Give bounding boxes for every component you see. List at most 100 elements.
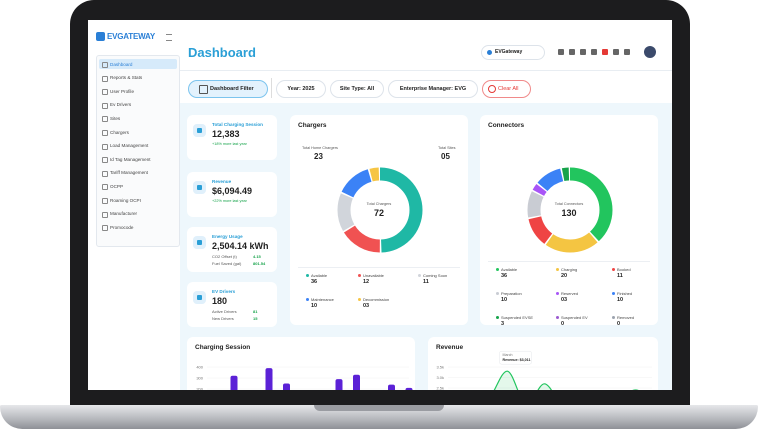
stat-card: Energy Usage 2,504.14 kWh CO2 Offset (t) 4.… <box>187 227 277 272</box>
stat-note: +22% more last year <box>212 199 247 203</box>
card-title: Charging Session <box>195 344 251 351</box>
legend-dot <box>418 274 421 277</box>
stat-value: 2,504.14 kWh <box>212 241 269 251</box>
sidebar-icon <box>102 225 108 232</box>
donut-center-value: 72 <box>373 208 384 218</box>
legend-divider <box>298 267 460 268</box>
revenue-area <box>494 371 552 390</box>
account-name: EVGateway <box>495 49 523 55</box>
y-tick-label: 3.0k <box>436 375 444 380</box>
legend-dot <box>496 292 499 295</box>
filter-pill[interactable]: Enterprise Manager: EVG <box>388 80 478 98</box>
clear-filters[interactable]: Clear All <box>482 80 531 98</box>
sidebar-item[interactable]: Reports & Stats <box>99 73 177 83</box>
y-tick-label: 400 <box>196 365 203 370</box>
revenue-card: Revenue 3.5k 3.0k 2.5k March Revenue: $3,011 <box>428 337 658 390</box>
sidebar-item[interactable]: Tariff Management <box>99 168 177 178</box>
filter-pill[interactable]: Site Type: All <box>330 80 384 98</box>
tooltip-text: Revenue: $3,011 <box>503 358 531 362</box>
legend-count: 0 <box>617 321 621 327</box>
legend-count: 36 <box>501 273 508 279</box>
laptop-notch <box>314 405 444 411</box>
stat-row-label: New Drivers <box>212 316 234 321</box>
toolbar-icons <box>558 46 658 59</box>
card-title: Revenue <box>436 344 464 351</box>
toolbar-icon <box>602 49 608 55</box>
sidebar-item[interactable]: Ev Drivers <box>99 100 177 110</box>
legend-count: 10 <box>617 297 624 303</box>
legend-name: Suspended EV <box>561 315 588 320</box>
sites-value: 05 <box>441 152 450 161</box>
stat-card: EV Drivers 180 Active Drivers 81 New Drivers… <box>187 282 277 327</box>
stat-icon-glyph <box>197 240 202 245</box>
filter-divider <box>271 78 272 98</box>
logo-icon <box>96 32 105 41</box>
sidebar-item[interactable]: Chargers <box>99 127 177 137</box>
bar <box>265 368 273 390</box>
stat-icon-glyph <box>197 185 202 190</box>
filter-button-label: Dashboard Filter <box>210 86 254 92</box>
legend-dot <box>612 316 615 319</box>
card-title: Connectors <box>488 122 525 129</box>
legend-dot <box>358 298 361 301</box>
sidebar-label: Id Tag Management <box>110 156 151 162</box>
sidebar-label: OCPP <box>110 183 124 189</box>
legend-count: 10 <box>501 297 508 303</box>
legend-count: 20 <box>561 273 568 279</box>
stat-icon-glyph <box>197 295 202 300</box>
legend-count: 0 <box>561 321 565 327</box>
connectors-card: Connectors Total Connectors 130 Available 36… <box>480 115 658 327</box>
toolbar-icon <box>624 49 630 55</box>
chart-canvas: 400 300 200 <box>196 365 413 391</box>
legend-divider <box>488 261 650 262</box>
sidebar-icon <box>102 143 108 150</box>
sidebar-item[interactable]: Id Tag Management <box>99 154 177 164</box>
sidebar-item[interactable]: Promocode <box>99 222 177 232</box>
sidebar-item[interactable]: Dashboard <box>99 59 177 69</box>
sidebar-label: Sites <box>110 115 121 121</box>
y-tick-label: 200 <box>196 387 203 391</box>
sidebar-item[interactable]: OCPP <box>99 181 177 191</box>
stat-label: EV Drivers <box>212 289 236 294</box>
sites-label: Total Sites <box>438 146 456 150</box>
sidebar-item[interactable]: Load Management <box>99 141 177 151</box>
sidebar-icon <box>102 89 108 96</box>
stat-label: Total Charging Session <box>212 122 263 127</box>
sidebar-icon <box>102 211 108 218</box>
sidebar-item[interactable]: Sites <box>99 113 177 123</box>
toolbar-icon <box>613 49 619 55</box>
filter-button[interactable]: Dashboard Filter <box>188 80 268 98</box>
legend-dot <box>358 274 361 277</box>
sidebar-item[interactable]: User Profile <box>99 86 177 96</box>
stat-value: 180 <box>212 296 228 306</box>
filter-pill-label: Site Type: All <box>339 86 375 92</box>
sidebar-item[interactable]: Roaming OCPI <box>99 195 177 205</box>
legend-name: Maintenance <box>311 297 334 302</box>
legend-dot <box>556 292 559 295</box>
filter-pill[interactable]: Year: 2025 <box>276 80 326 98</box>
legend-count: 12 <box>363 279 370 285</box>
stat-card: Total Charging Session 12,383 +18% more la… <box>187 115 277 160</box>
sidebar-item[interactable]: Manufacturer <box>99 209 177 219</box>
account-select[interactable]: EVGateway <box>481 45 545 60</box>
menu-toggle[interactable] <box>166 34 172 41</box>
bar <box>388 384 395 390</box>
legend-count: 11 <box>423 279 429 285</box>
clear-label: Clear All <box>498 86 519 92</box>
chargers-card: Chargers Total Home Chargers 23 Total Sites… <box>290 115 468 325</box>
donut-center-label: Total Chargers <box>366 202 392 206</box>
sidebar-label: Chargers <box>110 129 129 135</box>
sidebar-label: User Profile <box>110 88 134 94</box>
chart-canvas <box>337 167 423 253</box>
donut-segment <box>527 167 613 253</box>
legend-dot <box>496 268 499 271</box>
donut-segment <box>337 167 423 253</box>
tooltip-box <box>499 350 532 365</box>
legend-name: Available <box>501 267 518 272</box>
donut-center-value: 130 <box>561 208 577 218</box>
toolbar-icon <box>580 49 586 55</box>
legend-name: Booked <box>617 267 631 272</box>
legend-name: Reserved <box>561 291 579 296</box>
